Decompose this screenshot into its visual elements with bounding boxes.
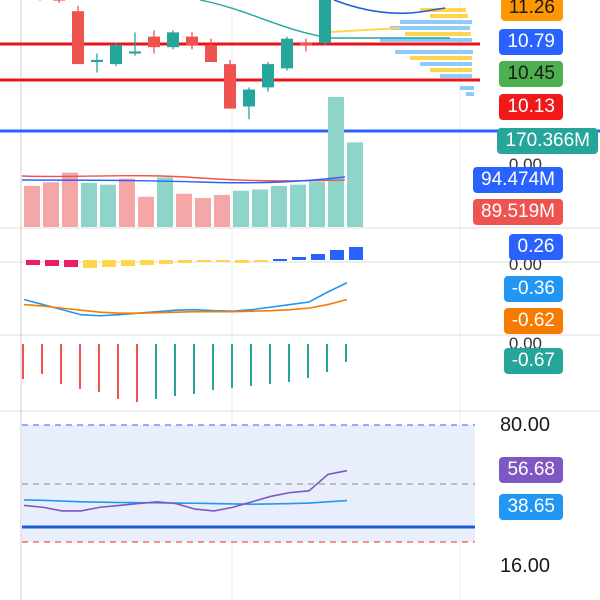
volume-profile-bar [380, 38, 472, 42]
volume-profile-bar [460, 86, 474, 90]
volume-tag-total: 170.366M [497, 128, 598, 154]
ma-line-yellow [329, 27, 401, 33]
oscillator-bars [22, 344, 347, 402]
candle-body [262, 64, 274, 88]
macd-hist-bar [330, 250, 344, 260]
candlestick-series [39, 0, 331, 120]
candle-body [167, 32, 179, 48]
volume-tag-ma-red: 89.519M [473, 199, 563, 225]
candle-body [53, 0, 65, 1]
macd-hist-bar [83, 260, 97, 268]
volume-profile-bar [400, 20, 472, 24]
dea-tag: -0.62 [503, 308, 563, 334]
macd-tag: 0.26 [509, 234, 563, 260]
rsi-ma-line [23, 499, 348, 505]
volume-profile-bar [395, 50, 473, 54]
candle-body [72, 11, 84, 65]
macd-hist-bar [216, 260, 230, 262]
macd-hist-bar [273, 259, 287, 261]
volume-bar [252, 189, 268, 227]
volume-profile-bar [405, 32, 471, 36]
ma-line-blue [333, 0, 446, 15]
volume-bar [81, 182, 97, 227]
volume-bar [157, 177, 173, 227]
macd-hist-bar [159, 260, 173, 264]
price-tag-blue: 10.79 [499, 29, 563, 55]
candle-body [300, 42, 312, 46]
dif-tag: -0.36 [503, 276, 563, 302]
dea-line [23, 298, 348, 314]
candle-body [205, 45, 217, 62]
rsi-level-80: 80.00 [499, 414, 550, 436]
volume-bar [100, 184, 116, 227]
volume-bar [347, 142, 363, 227]
macd-hist-bar [178, 260, 192, 263]
volume-ma-blue [21, 176, 346, 184]
dif-line [23, 282, 348, 317]
rsi-ma-tag: 38.65 [499, 494, 563, 520]
candle-body [110, 45, 122, 65]
oscillator-tag: -0.67 [503, 348, 563, 374]
volume-profile-bar [440, 74, 472, 78]
volume-bar [176, 193, 192, 227]
candle-body [186, 36, 198, 46]
volume-profile-bar [430, 14, 468, 18]
volume-profile-bar [390, 26, 470, 30]
volume-bar [43, 182, 59, 227]
macd-hist-bar [254, 260, 268, 262]
candle-body [129, 51, 141, 54]
price-tag-green: 10.45 [499, 61, 563, 87]
macd-hist-bar [311, 254, 325, 260]
candle-body [91, 59, 103, 62]
volume-profile-bar [466, 92, 474, 96]
volume-bar [214, 194, 230, 227]
macd-hist-bar [349, 247, 363, 260]
volume-bar [138, 196, 154, 227]
macd-hist-bar [235, 260, 249, 263]
candle-body [224, 64, 236, 109]
macd-hist-bar [45, 260, 59, 266]
macd-hist-bar [197, 260, 211, 262]
volume-tag-ma-blue: 94.474M [473, 167, 563, 193]
candle-body [319, 0, 331, 43]
macd-hist-bar [121, 260, 135, 266]
candle-body [281, 38, 293, 69]
volume-bar [328, 97, 344, 227]
volume-bar [119, 178, 135, 227]
price-tag-orange: 11.26 [500, 0, 563, 21]
volume-bar [271, 185, 287, 227]
volume-bar [233, 190, 249, 227]
volume-bar [62, 172, 78, 227]
volume-profile-bar [420, 62, 472, 66]
macd-hist-bar [140, 260, 154, 265]
macd-histogram [26, 247, 363, 268]
candle-body [148, 36, 160, 48]
price-tag-red: 10.13 [499, 94, 563, 120]
volume-bars [24, 97, 363, 227]
rsi-tag: 56.68 [499, 457, 563, 483]
rsi-line [23, 469, 348, 512]
macd-hist-bar [102, 260, 116, 267]
volume-profile [380, 8, 474, 96]
macd-hist-bar [26, 260, 40, 265]
candle-body [243, 89, 255, 107]
volume-profile-bar [430, 68, 472, 72]
volume-profile-bar [420, 8, 466, 12]
rsi-level-16: 16.00 [499, 555, 550, 577]
volume-bar [24, 185, 40, 227]
macd-hist-bar [64, 260, 78, 267]
volume-bar [290, 184, 306, 227]
volume-profile-bar [410, 56, 472, 60]
volume-bar [309, 181, 325, 227]
volume-bar [195, 197, 211, 227]
macd-hist-bar [292, 257, 306, 260]
